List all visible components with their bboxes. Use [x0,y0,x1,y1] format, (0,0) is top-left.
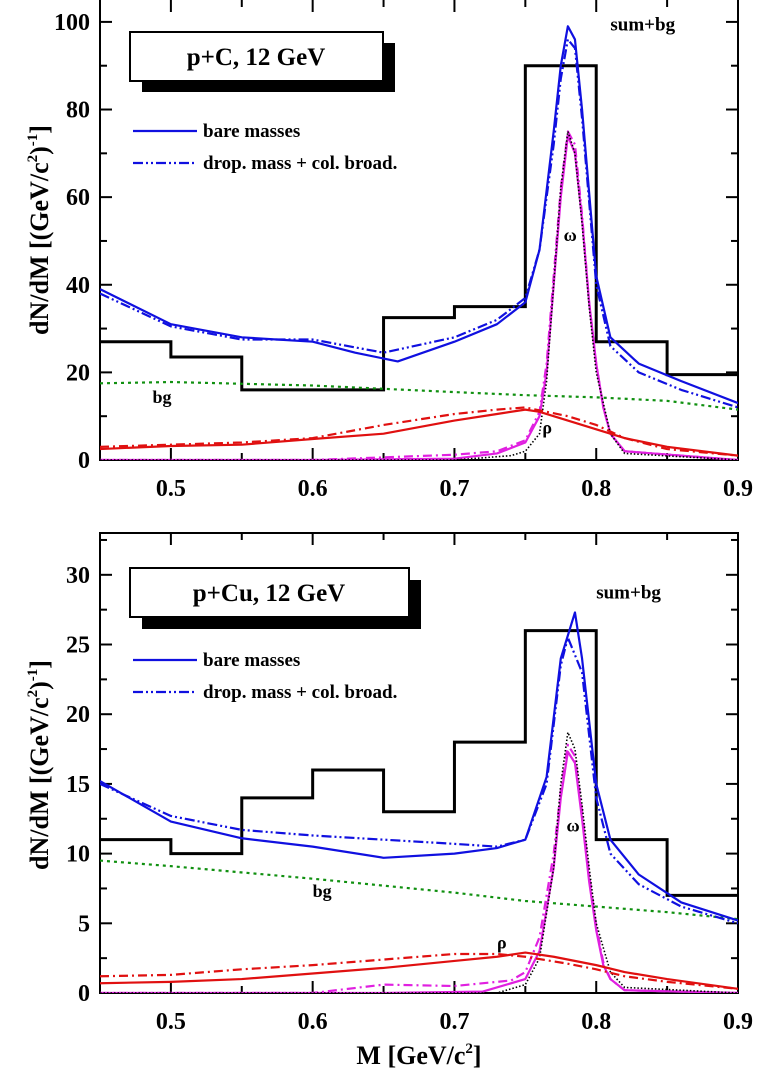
top-x-tick-label: 0.5 [156,476,186,502]
bottom-histogram [100,629,738,897]
top-title: p+C, 12 GeV [187,44,326,71]
top-x-tick-label: 0.7 [439,476,469,502]
top-annotation: sum+bg [610,15,675,36]
top-annotation: ω [564,225,577,245]
bottom-annotation: ω [566,815,579,835]
top-series-rho-bare-masses [100,408,738,457]
bottom-y-tick-label: 15 [66,772,90,798]
top-y-tick-label: 80 [66,98,90,124]
top-series-omega-vacuum [100,130,738,460]
svg-text:dN/dM [(GeV/c2)-1]: dN/dM [(GeV/c2)-1] [25,660,54,870]
top-annotation: bg [152,387,171,407]
top-legend-label-bare: bare masses [203,121,300,142]
bottom-series-omega-vacuum [100,731,738,993]
top-y-tick-label: 40 [66,273,90,299]
top-y-axis-label: dN/dM [(GeV/c2)-1] [25,125,54,335]
top-y-tick-label: 100 [54,10,90,36]
bottom-series-sum-bg-bare-masses [100,611,738,922]
top-annotation: ρ [542,418,552,438]
bottom-title-box: p+Cu, 12 GeV [129,567,421,629]
bottom-x-tick-label: 0.8 [581,1009,611,1035]
top-ticks: 0.5 0.6 0.7 0.8 0.9 0 20 40 60 80 100 [54,0,753,502]
bottom-curves [100,611,738,993]
bottom-x-tick-label: 0.5 [156,1009,186,1035]
bottom-x-axis-label: M [GeV/c2] [356,1041,481,1070]
bottom-series-rho-dropping-mass-collisional-broadening [100,952,738,990]
top-x-tick-label: 0.8 [581,476,611,502]
top-series-rho-dropping-mass-collisional-broadening [100,406,738,457]
bottom-y-tick-label: 5 [78,911,90,937]
bottom-series-sum-bg-dropping-mass-collisional-broadening [100,636,738,925]
bottom-x-tick-label: 0.9 [723,1009,753,1035]
top-x-tick-label: 0.9 [723,476,753,502]
top-series-sum-bg-dropping-mass-collisional-broadening [100,38,738,409]
top-title-box: p+C, 12 GeV [129,31,395,92]
top-y-tick-label: 20 [66,360,90,386]
bottom-annotation: ρ [497,932,507,952]
top-legend: bare masses drop. mass + col. broad. [133,121,397,174]
top-y-tick-label: 60 [66,185,90,211]
bottom-x-tick-label: 0.7 [439,1009,469,1035]
bottom-y-axis-label: dN/dM [(GeV/c2)-1] [25,660,54,870]
top-legend-label-drop: drop. mass + col. broad. [203,153,397,174]
bottom-annotation: sum+bg [596,583,661,604]
bottom-y-tick-label: 25 [66,633,90,659]
top-series-omega-bare-masses [100,134,738,460]
bottom-legend-label-bare: bare masses [203,650,300,671]
bottom-y-tick-label: 0 [78,981,90,1007]
top-histogram [100,64,738,392]
top-series-bg [100,380,738,411]
top-data-histogram [100,64,738,392]
top-series-omega-dropping-mass-collisional-broadening [100,130,738,460]
bottom-series-bg [100,859,738,921]
top-annotations: sum+bg ω ρ bg [152,15,675,438]
bottom-annotations: sum+bg ω ρ bg [313,583,662,953]
bottom-series-rho-bare-masses [100,951,738,990]
bottom-legend: bare masses drop. mass + col. broad. [133,650,397,703]
bottom-annotation: bg [313,881,332,901]
top-panel: 0.5 0.6 0.7 0.8 0.9 0 20 40 60 80 100 sum+bg ω ρ bg p… [25,0,753,502]
bottom-title: p+Cu, 12 GeV [193,580,345,607]
svg-text:dN/dM [(GeV/c2)-1]: dN/dM [(GeV/c2)-1] [25,125,54,335]
bottom-y-tick-label: 20 [66,702,90,728]
bottom-series-omega-dropping-mass-collisional-broadening [100,743,738,993]
bottom-x-tick-label: 0.6 [298,1009,328,1035]
bottom-data-histogram [100,629,738,897]
bottom-y-tick-label: 30 [66,563,90,589]
svg-text:M [GeV/c2]: M [GeV/c2] [356,1041,481,1070]
top-x-tick-label: 0.6 [298,476,328,502]
bottom-y-tick-label: 10 [66,842,90,868]
bottom-panel: 0.5 0.6 0.7 0.8 0.9 0 5 10 15 20 25 30 sum+bg ω ρ bg p… [25,532,753,1070]
top-curves [100,25,738,460]
bottom-legend-label-drop: drop. mass + col. broad. [203,682,397,703]
top-y-tick-label: 0 [78,448,90,474]
bottom-series-omega-bare-masses [100,750,738,993]
bottom-ticks: 0.5 0.6 0.7 0.8 0.9 0 5 10 15 20 25 30 [66,533,753,1035]
